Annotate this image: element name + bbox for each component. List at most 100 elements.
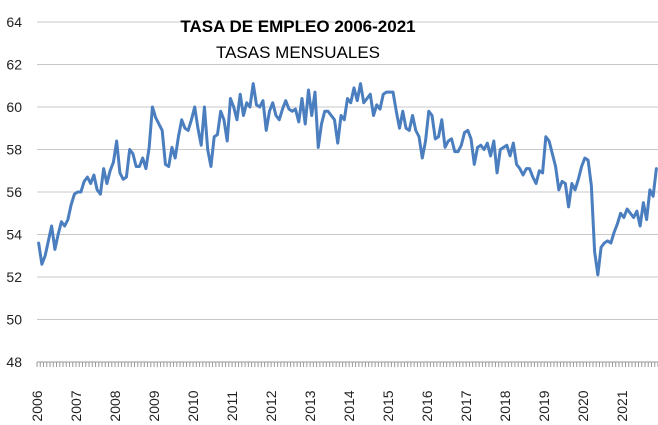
data-point (382, 93, 385, 96)
data-point (125, 176, 128, 179)
data-point (92, 174, 95, 177)
data-point (496, 171, 499, 174)
data-point (606, 239, 609, 242)
data-point (502, 146, 505, 149)
data-point (284, 99, 287, 102)
data-point (112, 161, 115, 164)
data-point (398, 127, 401, 130)
data-point (131, 152, 134, 155)
data-point (229, 97, 232, 100)
x-tick-label-2018: 2018 (497, 390, 513, 421)
data-point (509, 154, 512, 157)
data-point (161, 129, 164, 132)
data-point (271, 101, 274, 104)
data-point (470, 137, 473, 140)
data-point (564, 182, 567, 185)
data-point (326, 110, 329, 113)
data-point (154, 116, 157, 119)
data-point (570, 182, 573, 185)
data-point (291, 110, 294, 113)
data-point (557, 188, 560, 191)
data-point (392, 91, 395, 94)
data-point (307, 89, 310, 92)
data-point (541, 171, 544, 174)
data-point (626, 208, 629, 211)
data-point (463, 131, 466, 134)
data-point (239, 93, 242, 96)
data-point (118, 171, 121, 174)
data-point (639, 225, 642, 228)
data-point (603, 242, 606, 245)
data-point (431, 114, 434, 117)
data-point (561, 180, 564, 183)
data-point (372, 114, 375, 117)
data-point (144, 167, 147, 170)
data-point (538, 169, 541, 172)
x-tick-label-2007: 2007 (68, 390, 84, 421)
y-axis-tick-labels: 48 50 52 54 56 58 60 62 64 (6, 14, 22, 370)
x-tick-label-2011: 2011 (224, 391, 240, 421)
data-point (401, 110, 404, 113)
data-point (613, 231, 616, 234)
data-point (53, 248, 56, 251)
data-point (183, 127, 186, 130)
data-point (447, 140, 450, 143)
y-tick-label-60: 60 (6, 99, 22, 115)
data-point (648, 188, 651, 191)
data-point (444, 146, 447, 149)
x-tick-label-2009: 2009 (146, 390, 162, 421)
data-point (200, 144, 203, 147)
data-point (122, 178, 125, 181)
y-tick-label-48: 48 (6, 354, 22, 370)
data-point (590, 184, 593, 187)
data-point (66, 218, 69, 221)
data-point (450, 137, 453, 140)
data-point (457, 150, 460, 153)
data-point (440, 118, 443, 121)
data-point (583, 157, 586, 160)
data-point (213, 135, 216, 138)
data-point (655, 167, 658, 170)
data-point (37, 242, 40, 245)
data-point (287, 108, 290, 111)
data-point (629, 212, 632, 215)
y-tick-label-50: 50 (6, 312, 22, 328)
data-point (102, 167, 105, 170)
data-point (187, 129, 190, 132)
data-point (619, 212, 622, 215)
data-point (460, 144, 463, 147)
data-point (437, 135, 440, 138)
data-point (300, 97, 303, 100)
gridlines (37, 21, 658, 320)
data-point (105, 182, 108, 185)
data-point (115, 140, 118, 143)
data-point (141, 157, 144, 160)
data-point (362, 101, 365, 104)
data-point (190, 118, 193, 121)
series-layer (37, 82, 658, 277)
data-point (424, 140, 427, 143)
data-point (268, 110, 271, 113)
data-point (473, 163, 476, 166)
data-point (222, 118, 225, 121)
data-point (219, 110, 222, 113)
data-point (554, 165, 557, 168)
data-point (395, 110, 398, 113)
data-point (411, 114, 414, 117)
data-point (86, 176, 89, 179)
series-line-tasa-de-empleo (37, 82, 658, 277)
data-point (587, 159, 590, 162)
data-point (76, 191, 79, 194)
data-point (385, 91, 388, 94)
data-point (109, 169, 112, 172)
x-tick-label-2014: 2014 (341, 390, 357, 421)
data-point (531, 176, 534, 179)
data-point (548, 140, 551, 143)
data-point (313, 91, 316, 94)
data-point (421, 157, 424, 160)
data-point (242, 114, 245, 117)
x-tick-label-2020: 2020 (575, 390, 591, 421)
data-point (369, 93, 372, 96)
x-tick-label-2012: 2012 (263, 390, 279, 421)
